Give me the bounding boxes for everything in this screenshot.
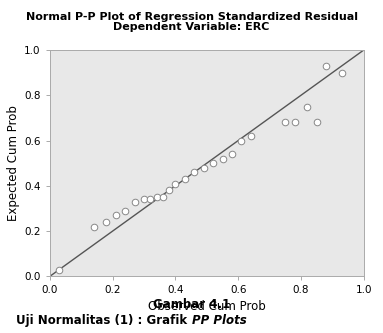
Point	[229, 152, 235, 157]
Point	[103, 219, 110, 225]
Text: Normal P-P Plot of Regression Standardized Residual: Normal P-P Plot of Regression Standardiz…	[26, 12, 357, 22]
Point	[122, 208, 128, 213]
Point	[238, 138, 244, 143]
Point	[141, 197, 147, 202]
Point	[160, 194, 166, 200]
Point	[323, 63, 329, 69]
Point	[282, 120, 288, 125]
Point	[314, 120, 320, 125]
Text: PP Plots: PP Plots	[192, 314, 246, 327]
Point	[191, 169, 197, 175]
Point	[113, 212, 119, 218]
Point	[210, 161, 216, 166]
Point	[182, 176, 188, 182]
Point	[154, 194, 160, 200]
Text: Gambar 4.1: Gambar 4.1	[153, 298, 230, 311]
Point	[248, 133, 254, 139]
Point	[292, 120, 298, 125]
Point	[147, 197, 153, 202]
Point	[304, 104, 310, 109]
X-axis label: Observed Cum Prob: Observed Cum Prob	[148, 300, 266, 313]
Text: Dependent Variable: ERC: Dependent Variable: ERC	[113, 22, 270, 32]
Y-axis label: Expected Cum Prob: Expected Cum Prob	[7, 105, 20, 221]
Text: Uji Normalitas (1) : Grafik: Uji Normalitas (1) : Grafik	[16, 314, 192, 327]
Point	[172, 181, 178, 186]
Point	[56, 267, 62, 272]
Point	[201, 165, 207, 170]
Point	[91, 224, 97, 229]
Point	[339, 70, 345, 75]
Point	[166, 188, 172, 193]
Point	[131, 199, 137, 204]
Point	[219, 156, 226, 161]
